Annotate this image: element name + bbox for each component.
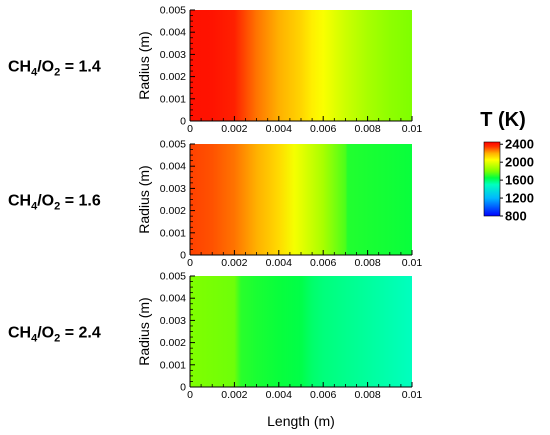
x-tick-label: 0.002 [221,123,247,135]
colorbar-tick-label: 1200 [505,191,534,206]
ratio-label: CH4/O2 = 1.4 [8,59,101,79]
heatmap-panel-1: 0 0.002 0.004 0.006 0.008 0.01 0 0.001 0.002 0.00… [8,5,422,136]
colorbar-tick-label: 2000 [505,155,534,170]
x-tick-label: 0.008 [354,389,380,401]
y-tick-label: 0.004 [160,293,186,305]
colorbar: T (K) 2400 2000 1600 1200 800 [480,109,534,224]
y-tick-label: 0.004 [160,161,186,173]
colorbar-title: T (K) [480,109,526,131]
y-tick-label: 0.005 [160,271,186,283]
y-tick-label: 0.002 [160,205,186,217]
x-tick-label: 0.004 [266,123,292,135]
x-tick-label: 0.006 [310,123,336,135]
y-tick-label: 0 [180,116,186,128]
y-axis-title: Radius (m) [136,297,152,365]
x-tick-label: 0.01 [402,389,423,401]
colorbar-tick-label: 1600 [505,173,534,188]
y-tick-label: 0.003 [160,49,186,61]
y-tick-label: 0.005 [160,139,186,151]
ratio-label: CH4/O2 = 1.6 [8,193,101,213]
y-tick-label: 0.001 [160,227,186,239]
y-tick-label: 0.003 [160,315,186,327]
x-tick-label: 0.004 [266,389,292,401]
y-tick-label: 0.002 [160,337,186,349]
colorbar-tick-label: 2400 [505,137,534,152]
x-tick-label: 0.002 [221,389,247,401]
x-tick-label: 0.004 [266,257,292,269]
temperature-field [190,10,412,121]
x-tick-label: 0 [187,389,193,401]
x-tick-label: 0 [187,257,193,269]
y-tick-label: 0 [180,382,186,394]
x-tick-label: 0.01 [402,257,423,269]
x-tick-label: 0.01 [402,123,423,135]
colorbar-gradient [483,141,501,217]
temperature-field [190,144,412,255]
x-tick-label: 0.006 [310,389,336,401]
x-tick-label: 0 [187,123,193,135]
x-tick-label: 0.002 [221,257,247,269]
x-tick-label: 0.008 [354,257,380,269]
x-tick-label: 0.008 [354,123,380,135]
y-tick-label: 0.001 [160,93,186,105]
y-tick-label: 0.002 [160,71,186,83]
y-axis-title: Radius (m) [136,31,152,99]
y-tick-label: 0.003 [160,183,186,195]
heatmap-panel-3: 0 0.002 0.004 0.006 0.008 0.01 0 0.001 0.002 0.00… [8,271,422,430]
y-tick-label: 0 [180,250,186,262]
x-tick-label: 0.006 [310,257,336,269]
y-tick-label: 0.001 [160,359,186,371]
ratio-label: CH4/O2 = 2.4 [8,325,101,345]
heatmap-panel-2: 0 0.002 0.004 0.006 0.008 0.01 0 0.001 0.002 0.00… [8,139,422,270]
y-tick-label: 0.005 [160,5,186,17]
colorbar-tick-label: 800 [505,209,527,224]
temperature-field [190,276,412,387]
y-axis-title: Radius (m) [136,165,152,233]
x-axis-title: Length (m) [267,413,335,429]
y-tick-label: 0.004 [160,27,186,39]
